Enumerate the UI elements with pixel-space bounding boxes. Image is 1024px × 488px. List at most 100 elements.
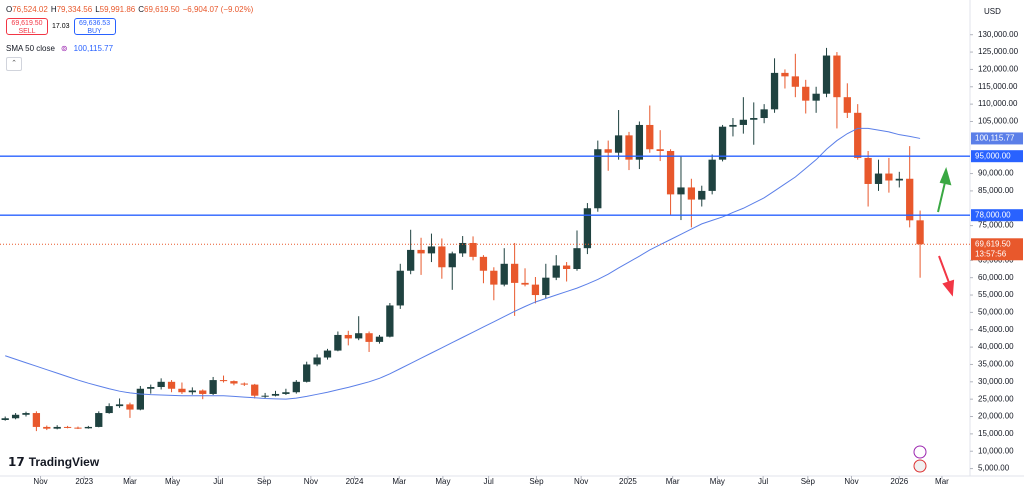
candle-body	[895, 178, 903, 181]
candle-body	[854, 112, 862, 158]
y-tick-label: 35,000.00	[978, 360, 1014, 369]
candle-body	[677, 187, 685, 195]
y-tick-label: 90,000.00	[978, 169, 1014, 178]
candle-body	[22, 413, 30, 415]
ohlc-value: 69,619.50	[144, 5, 180, 14]
candle-body	[344, 334, 352, 339]
candle-body	[562, 265, 571, 270]
y-tick-label: 75,000.00	[978, 221, 1014, 230]
ohlc-key: C	[138, 5, 145, 14]
candle-body	[95, 413, 103, 427]
hline-price-box	[971, 209, 1023, 222]
candle-body	[843, 97, 851, 113]
candle-body	[635, 124, 644, 160]
buy-price: 69,636.53	[78, 20, 111, 27]
down-arrow	[938, 255, 955, 297]
y-tick-label: 105,000.00	[978, 117, 1019, 126]
ohlc-legend: O76,524.02 H79,334.56 L59,991.86 C69,619.50…	[6, 5, 256, 14]
logo-mark: 𝟭𝟳	[8, 455, 25, 469]
candle-body	[531, 284, 540, 296]
candle-body	[802, 86, 810, 101]
candle-body	[438, 246, 446, 268]
candle-body	[552, 265, 560, 278]
candle-body	[157, 381, 165, 388]
y-tick-label: 10,000.00	[978, 446, 1014, 455]
candle-body	[822, 55, 831, 94]
x-tick-label: 2023	[75, 477, 93, 486]
candle-body	[386, 305, 394, 337]
buy-button[interactable]: 69,636.53 BUY	[73, 18, 116, 35]
buy-label: BUY	[87, 28, 102, 35]
collapse-button[interactable]: ⌃	[6, 57, 22, 71]
x-tick-label: May	[165, 477, 180, 486]
candle-body	[781, 72, 789, 77]
candle-body	[708, 159, 716, 191]
candle-body	[74, 427, 82, 429]
x-tick-label: Mar	[935, 477, 949, 486]
ohlc-value: 79,334.56	[56, 5, 93, 14]
event-icon[interactable]	[913, 445, 927, 459]
candle-body	[292, 381, 300, 393]
sell-button[interactable]: 69,619.50 SELL	[6, 18, 48, 35]
x-tick-label: Mar	[666, 477, 680, 486]
candle-body	[178, 388, 186, 393]
x-tick-label: May	[435, 477, 450, 486]
candle-body	[282, 392, 290, 394]
x-tick-label: Sep	[257, 477, 272, 486]
spread: 17.03	[52, 23, 70, 30]
candle-body	[53, 426, 61, 429]
sell-price: 69,619.50	[11, 20, 43, 27]
x-tick-label: Jul	[758, 477, 768, 486]
indicator-legend[interactable]: SMA 50 close ⊚ 100,115.77	[6, 44, 113, 53]
ohlc-change: −6,904.07 (−9.02%)	[182, 5, 254, 14]
candle-body	[500, 263, 508, 285]
candle-body	[729, 124, 737, 127]
indicator-icon: ⊚	[60, 44, 68, 53]
sell-label: SELL	[18, 28, 36, 35]
x-tick-label: Jul	[484, 477, 494, 486]
y-tick-label: 40,000.00	[978, 342, 1014, 351]
candle-body	[209, 380, 217, 394]
ohlc-key: L	[95, 5, 100, 14]
candle-body	[479, 256, 488, 271]
candle-body	[791, 76, 799, 87]
candle-body	[521, 282, 529, 285]
x-tick-label: 2024	[346, 477, 364, 486]
y-tick-label: 5,000.00	[978, 464, 1010, 473]
candle-body	[365, 333, 373, 342]
candle-body	[448, 253, 456, 268]
candle-body	[417, 249, 425, 254]
candle-body	[427, 246, 436, 254]
candle-body	[11, 414, 20, 419]
ohlc-value: 76,524.02	[12, 5, 48, 14]
y-tick-label: 30,000.00	[978, 377, 1014, 386]
candle-body	[698, 190, 706, 200]
up-arrow	[937, 166, 952, 213]
x-tick-label: May	[710, 477, 725, 486]
candle-body	[334, 334, 342, 351]
y-tick-label: 25,000.00	[978, 394, 1014, 403]
candle-body	[646, 124, 654, 150]
candle-body	[864, 157, 872, 184]
candle-body	[573, 248, 581, 270]
candle-body	[510, 263, 519, 283]
x-tick-label: 2026	[890, 477, 908, 486]
y-tick-label: 115,000.00	[978, 82, 1018, 91]
ohlc-value: 59,991.86	[99, 5, 136, 14]
flag-icon[interactable]	[913, 459, 927, 473]
candle-body	[32, 413, 41, 427]
y-tick-label: 110,000.00	[978, 99, 1018, 108]
candle-body	[656, 149, 664, 151]
candle-body	[396, 270, 404, 306]
x-tick-label: Sep	[529, 477, 544, 486]
candle-body	[271, 393, 280, 396]
x-tick-label: Nov	[33, 477, 47, 486]
currency[interactable]: USD	[984, 7, 1001, 16]
candle-body	[594, 149, 602, 209]
candle-body	[375, 336, 384, 342]
x-tick-label: Mar	[392, 477, 406, 486]
hline-price-label: 78,000.00	[975, 210, 1011, 219]
ohlc-key: O	[6, 5, 13, 14]
